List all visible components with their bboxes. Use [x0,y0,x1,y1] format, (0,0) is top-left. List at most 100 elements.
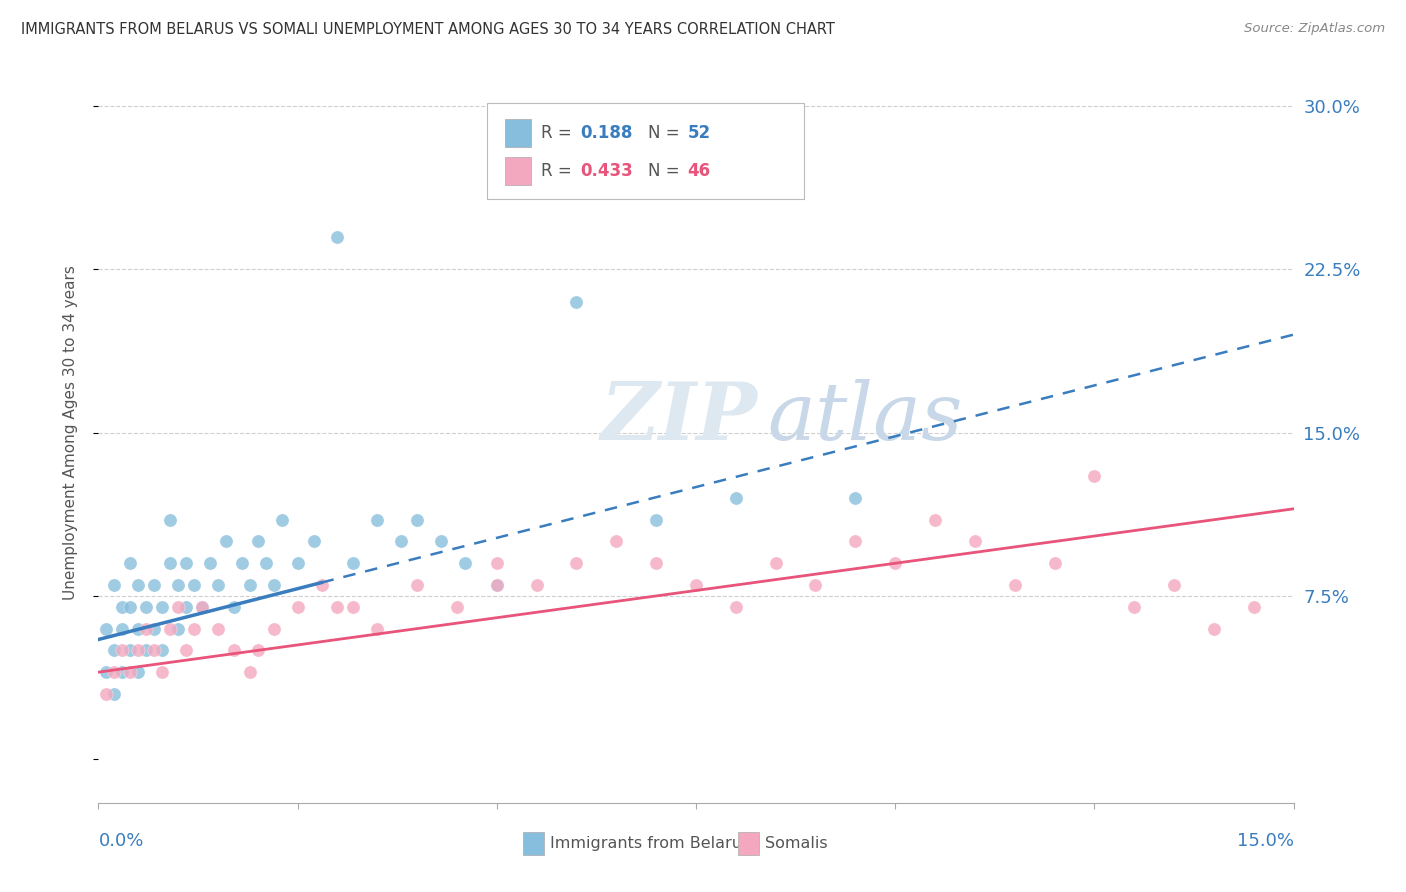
Point [765,556,787,570]
Point [135,599,157,614]
Point [111,665,134,680]
Point [191,599,214,614]
Text: N =: N = [648,162,685,180]
Point [389,534,412,549]
Text: atlas: atlas [768,379,963,457]
Point [103,665,125,680]
Point [222,599,245,614]
Point [844,534,866,549]
Point [143,578,166,592]
Point [287,556,309,570]
Point [239,665,262,680]
Point [454,556,477,570]
Point [167,578,190,592]
Point [150,665,173,680]
Point [724,599,747,614]
Point [485,578,508,592]
Point [342,556,364,570]
Point [111,622,134,636]
Point [127,643,149,657]
Point [645,513,668,527]
Point [430,534,453,549]
Point [191,599,214,614]
Point [135,643,157,657]
Point [605,534,627,549]
Point [685,578,707,592]
Point [270,513,292,527]
Point [1163,578,1185,592]
Point [159,556,181,570]
Point [246,643,269,657]
Text: R =: R = [541,162,576,180]
Point [446,599,468,614]
Point [302,534,325,549]
Point [884,556,907,570]
Point [174,643,197,657]
Point [263,578,285,592]
Point [342,599,364,614]
Text: Source: ZipAtlas.com: Source: ZipAtlas.com [1244,22,1385,36]
Point [1123,599,1146,614]
Bar [505,119,531,147]
Bar [738,832,759,855]
Point [174,599,197,614]
Point [127,622,149,636]
Point [1083,469,1105,483]
Point [198,556,221,570]
Point [103,687,125,701]
Point [254,556,277,570]
Point [207,622,229,636]
Text: ZIP: ZIP [600,379,758,457]
Point [804,578,827,592]
Point [311,578,333,592]
Y-axis label: Unemployment Among Ages 30 to 34 years: Unemployment Among Ages 30 to 34 years [63,265,77,600]
Point [103,578,125,592]
Point [565,295,588,310]
Point [120,643,142,657]
Text: 46: 46 [688,162,710,180]
Point [167,622,190,636]
Point [120,556,142,570]
Point [120,599,142,614]
Point [406,513,429,527]
Text: N =: N = [648,124,685,142]
Point [1243,599,1265,614]
Text: 15.0%: 15.0% [1236,832,1294,850]
Point [103,643,125,657]
Point [111,599,134,614]
Point [96,687,118,701]
Point [111,643,134,657]
Point [565,556,588,570]
Point [239,578,262,592]
Point [135,622,157,636]
Text: 0.433: 0.433 [581,162,633,180]
Point [924,513,946,527]
Bar [505,157,531,186]
Point [159,513,181,527]
Point [1043,556,1066,570]
Point [263,622,285,636]
Point [1004,578,1026,592]
Point [159,622,181,636]
Text: 0.0%: 0.0% [98,832,143,850]
Point [183,622,205,636]
Text: R =: R = [541,124,576,142]
Text: IMMIGRANTS FROM BELARUS VS SOMALI UNEMPLOYMENT AMONG AGES 30 TO 34 YEARS CORRELA: IMMIGRANTS FROM BELARUS VS SOMALI UNEMPL… [21,22,835,37]
Point [215,534,238,549]
Point [1202,622,1225,636]
Point [143,622,166,636]
Text: 0.188: 0.188 [581,124,633,142]
Point [963,534,986,549]
Point [231,556,253,570]
Point [645,556,668,570]
Point [326,229,349,244]
Point [287,599,309,614]
Text: Immigrants from Belarus: Immigrants from Belarus [550,836,751,851]
Point [127,578,149,592]
Text: Somalis: Somalis [765,836,828,851]
Text: 52: 52 [688,124,710,142]
Point [366,513,388,527]
Point [526,578,548,592]
Point [120,665,142,680]
Point [150,599,173,614]
